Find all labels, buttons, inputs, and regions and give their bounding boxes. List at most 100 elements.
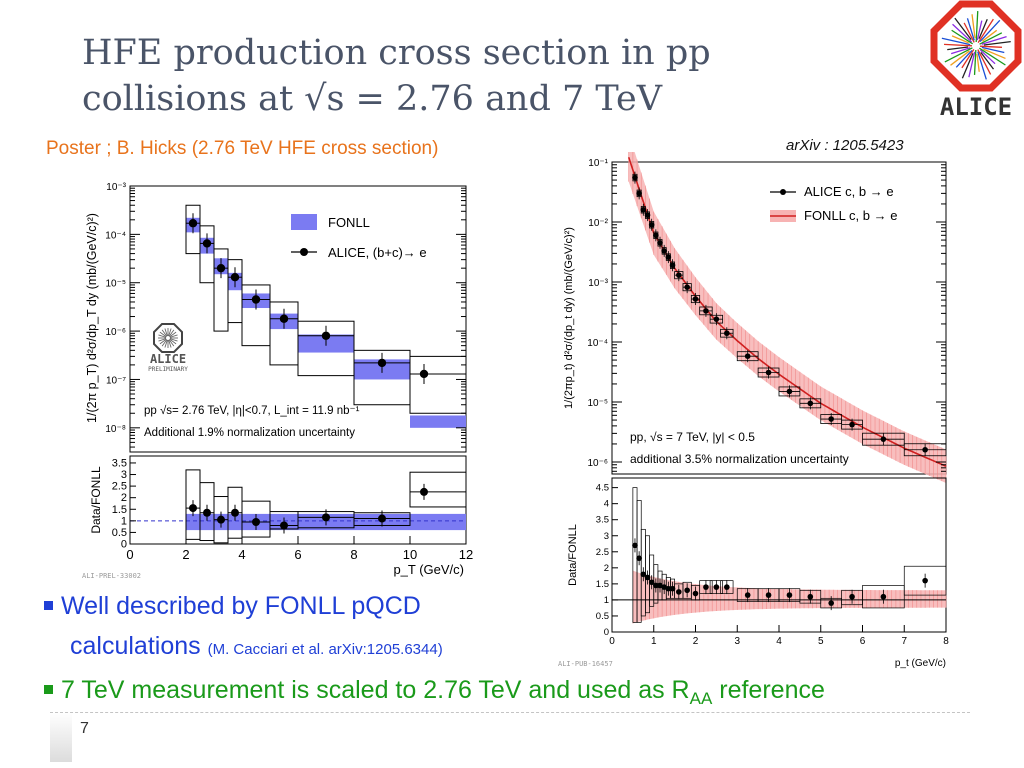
ratio-y-tick-label: 1 [121,515,127,527]
ratio-point [280,521,288,530]
watermark-ray [169,338,177,345]
ratio-point [252,518,260,526]
left-figure: 10⁻³ 10⁻⁴ 10⁻⁵ 10⁻⁶ 10⁻⁷ 10⁻⁸ ALICE PRELIMINA… [78,178,480,582]
data-point [632,174,638,181]
data-point [703,308,709,314]
logo-ray [983,41,1011,46]
left-ratio-ylabel: Data/FONLL [89,466,103,534]
logo-ray [980,51,995,70]
ratio-point [636,555,642,562]
x-tick-label: 2 [182,547,189,562]
ratio-sys-box [903,565,947,596]
logo-ray [975,11,979,43]
bullet-2-subscript: AA [689,689,713,708]
ratio-point [644,574,651,581]
y-tick-label: 10⁻⁵ [587,398,608,409]
y-tick-label: 10⁻⁴ [587,338,608,349]
ratio-point [849,593,855,600]
logo-ray [952,23,973,43]
watermark-ray [164,339,168,348]
left-xlabel: p_T (GeV/c) [393,562,464,577]
y-tick-label: 10⁻⁸ [105,424,126,435]
right-annotation-1: pp, √s = 7 TeV, |y| < 0.5 [630,430,755,444]
data-point [661,248,667,254]
logo-ray [966,18,975,41]
logo-ray [977,18,994,43]
ratio-point [640,571,647,578]
data-point [279,314,289,323]
right-ratio-points [632,538,928,611]
ratio-y-tick-label: 3.5 [596,515,609,526]
data-point [724,330,730,337]
logo-ray [950,47,971,55]
ratio-point [322,513,330,522]
logo-ray [978,19,988,39]
sys-box [409,355,467,414]
ratio-point [653,582,659,589]
ratio-point [420,487,428,496]
legend-fonll-swatch [291,214,317,230]
watermark-ray [168,329,175,337]
left-footer-tag: ALI-PREL-33002 [82,572,141,580]
y-tick-label: 10⁻³ [106,182,126,193]
logo-ray [951,35,969,44]
right-legend: ALICE c, b → e FONLL c, b → e [770,184,897,223]
logo-ray [979,19,1001,43]
ratio-point [922,577,928,584]
x-tick-label: 2 [693,636,699,647]
y-tick-label: 10⁻⁵ [105,279,126,290]
bullet-1-marker [44,601,53,610]
x-tick-label: 8 [350,547,357,562]
x-tick-label: 5 [818,636,824,647]
data-point [665,254,672,260]
ratio-point [189,504,197,513]
data-point [676,272,682,278]
watermark-ray [168,339,172,348]
bullet-1-text: Well described by FONLL pQCD [61,592,421,620]
ratio-y-tick-label: 2.5 [112,481,127,493]
data-point [377,358,387,368]
watermark-ray [161,339,168,347]
alice-logo: ALICE [930,0,1022,121]
logo-ray [979,49,996,65]
ratio-point [828,600,834,606]
watermark-ray [169,338,178,342]
watermark-ray [169,331,177,338]
ratio-y-tick-label: 3.5 [112,457,127,469]
watermark-ray [159,331,167,338]
logo-ray [954,17,972,41]
legend-fonll-label: FONLL [328,215,370,230]
ratio-y-tick-label: 1.5 [596,579,609,590]
data-point [880,436,887,442]
data-point [922,446,928,453]
logo-ray [955,49,973,68]
data-point [216,263,226,273]
data-point [644,212,651,218]
title-line-1: HFE production cross section in pp [82,33,711,73]
logo-ray [971,14,976,39]
data-point [692,296,699,302]
data-point [230,273,240,282]
bullet-1-text-cont: calculations [70,632,201,660]
logo-ray [961,49,975,69]
logo-ray [973,49,977,75]
data-point [321,331,331,340]
logo-ray [979,47,1006,66]
ratio-point [632,542,638,549]
ratio-point [724,584,730,590]
x-tick-label: 12 [459,547,473,562]
ratio-y-tick-label: 0 [121,539,127,551]
data-point [765,369,772,376]
logo-ray [981,35,1007,45]
legend-alice-label: ALICE, (b+c)→ e [328,245,427,260]
left-annotation-1: pp √s= 2.76 TeV, |η|<0.7, L_int = 11.9 n… [144,404,360,417]
bullet-1-continuation: calculations (M. Cacciari et al. arXiv:1… [70,632,443,661]
legend-alice-marker-right [780,189,786,195]
logo-ray [981,29,998,42]
right-footer-tag: ALI-PUB-16457 [558,660,613,668]
x-tick-label: 8 [943,636,949,647]
right-x-ticks: 0 1 2 3 4 5 6 7 8 [609,625,949,647]
right-ratio-y-ticks: 0 0.5 1 1.5 2 2.5 3 3.5 4 4.5 [596,483,618,638]
watermark-ray [158,338,167,342]
watermark-text: ALICE [150,352,186,366]
